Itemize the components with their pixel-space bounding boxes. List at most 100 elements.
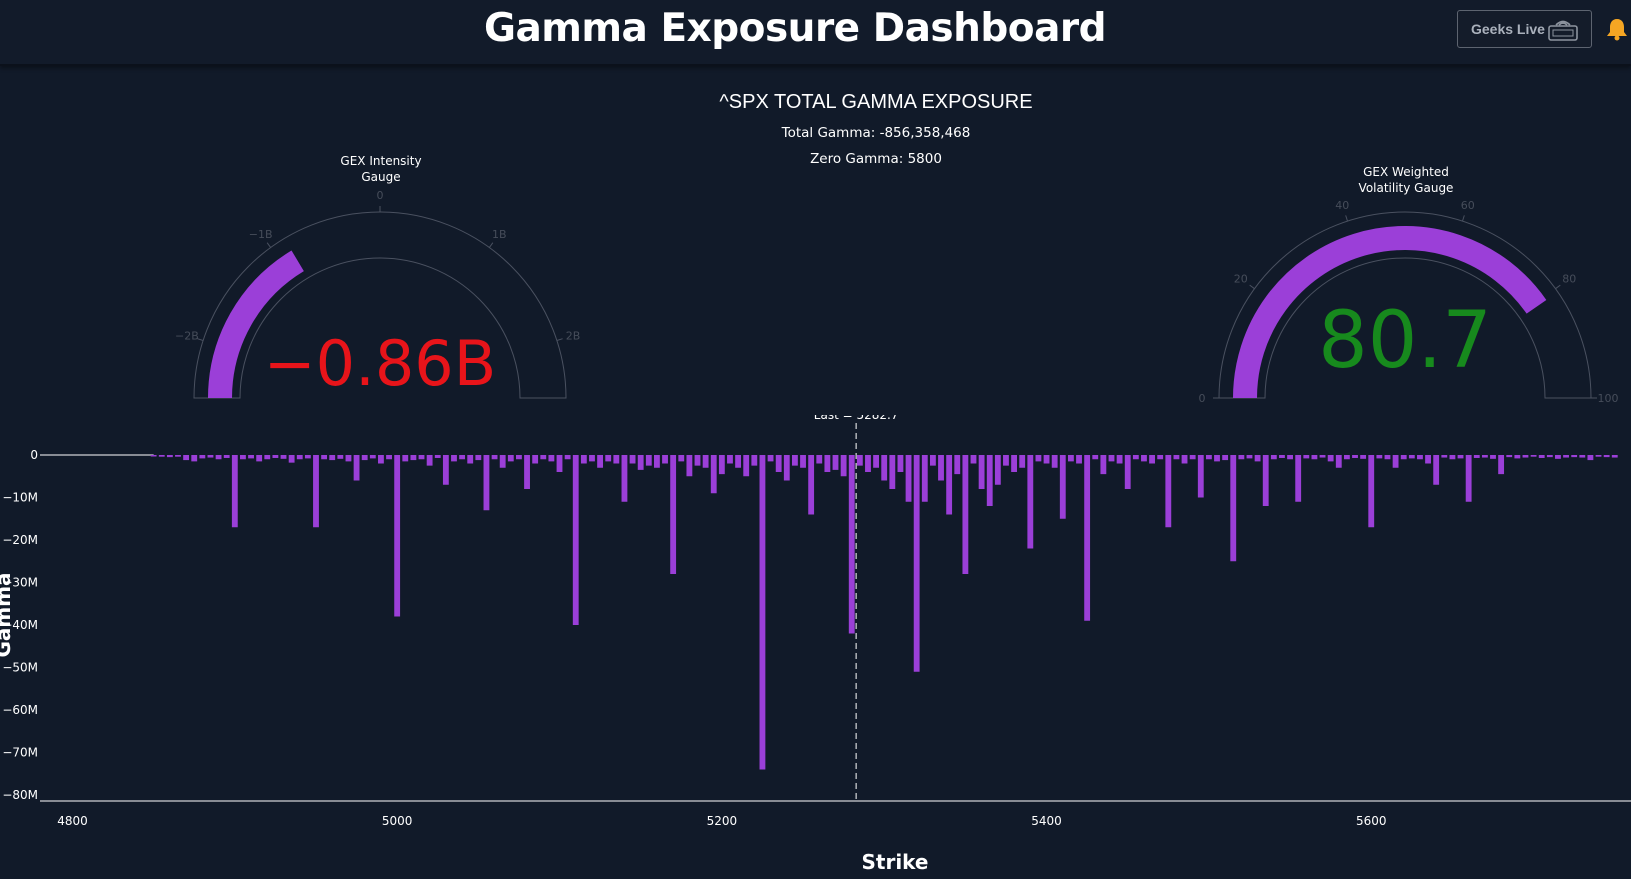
gamma-bar (978, 455, 985, 489)
gamma-bar (1035, 455, 1042, 462)
gamma-bar (654, 455, 660, 468)
gamma-bar (1043, 455, 1050, 464)
gamma-bar (767, 455, 774, 462)
gamma-bar (564, 455, 571, 460)
gamma-bar (1295, 455, 1302, 502)
gamma-bar (1003, 455, 1009, 466)
gamma-bar (321, 455, 328, 460)
volatility-gauge-tick-mark (1462, 215, 1465, 222)
gamma-bar (743, 455, 750, 477)
gamma-bar (791, 455, 798, 466)
volatility-gauge-tick-label: 60 (1461, 199, 1475, 212)
gamma-bar (1392, 455, 1399, 468)
gamma-bar (670, 455, 677, 574)
gamma-bar (1546, 455, 1553, 458)
gamma-bar (540, 455, 547, 460)
gamma-bar (386, 455, 392, 460)
intensity-gauge-tick-label: −2B (175, 329, 199, 342)
gamma-bar (223, 455, 230, 458)
gamma-bar (353, 455, 360, 481)
gamma-bar (848, 455, 855, 634)
gamma-bar (426, 455, 433, 466)
gamma-bar (1522, 455, 1529, 458)
gamma-bar (1579, 455, 1586, 458)
gamma-bar (1498, 455, 1505, 475)
gamma-bar (410, 455, 417, 461)
gamma-bar (1084, 455, 1091, 621)
gamma-bar (475, 455, 482, 461)
intensity-gauge-value-bar (208, 250, 305, 399)
gamma-bar (637, 455, 644, 470)
y-tick-label: −70M (2, 746, 38, 760)
gamma-bar (1067, 455, 1074, 462)
gamma-bar (800, 455, 806, 468)
gamma-bar (1303, 455, 1310, 459)
gamma-bar (621, 455, 628, 502)
gamma-bar (1335, 455, 1342, 468)
gamma-bar (913, 455, 920, 672)
live-broadcast-icon (1547, 16, 1579, 46)
gamma-bar (572, 455, 579, 625)
gamma-bar (856, 455, 863, 466)
gamma-bar (962, 455, 969, 574)
gamma-bar (1417, 455, 1423, 460)
gamma-bar (361, 455, 368, 461)
gamma-bar (1441, 455, 1448, 458)
gamma-bar (304, 455, 311, 459)
gamma-bar (1076, 455, 1082, 464)
gamma-bar (1279, 455, 1285, 458)
intensity-gauge: −2B −1B 0 1B 2B −0.86B (175, 189, 581, 400)
chart-title: ^SPX TOTAL GAMMA EXPOSURE (719, 91, 1033, 113)
gamma-bar (1319, 455, 1326, 458)
intensity-gauge-tick-mark (197, 338, 204, 341)
gamma-bar (759, 455, 766, 770)
gamma-bar (1238, 455, 1245, 460)
gamma-bar (1222, 455, 1229, 461)
geeks-live-button[interactable]: Geeks Live (1457, 10, 1592, 48)
gamma-bar (280, 455, 287, 459)
gamma-bar (1100, 455, 1107, 475)
gamma-bar (524, 455, 530, 489)
gamma-bar (1400, 455, 1407, 460)
gamma-bar (183, 455, 190, 461)
y-tick-label: −60M (2, 703, 38, 717)
gamma-bar (240, 455, 246, 460)
gamma-bar (702, 455, 709, 468)
gamma-bar (556, 455, 563, 472)
volatility-gauge-value: 80.7 (1318, 296, 1492, 386)
intensity-gauge-tick-mark (556, 338, 563, 341)
gamma-bar (1352, 455, 1358, 458)
top-navigation-bar: Gamma Exposure Dashboard Geeks Live (0, 0, 1631, 66)
x-axis-title: Strike (861, 850, 929, 874)
gamma-bar (1563, 455, 1569, 458)
gamma-bar (775, 455, 782, 472)
gamma-bar (1181, 455, 1188, 464)
gamma-bar (1473, 455, 1480, 458)
gamma-bar (1360, 455, 1367, 459)
gamma-bar (1205, 455, 1212, 460)
gamma-bar (597, 455, 604, 468)
gamma-bar (1538, 455, 1545, 458)
geeks-live-label: Geeks Live (1471, 21, 1545, 37)
gamma-bar (1262, 455, 1269, 506)
gamma-bar (1433, 455, 1440, 485)
gamma-bar (678, 455, 685, 462)
intensity-gauge-tick-label: 2B (566, 329, 581, 342)
volatility-gauge-tick-label: 100 (1598, 392, 1619, 405)
gamma-bar (442, 455, 449, 485)
x-tick-label: 5000 (382, 814, 413, 825)
intensity-gauge-tick-label: −1B (249, 228, 273, 241)
bell-icon[interactable] (1606, 17, 1628, 45)
gamma-bar (288, 455, 295, 463)
gamma-bar (264, 455, 271, 460)
gamma-bar (1514, 455, 1521, 459)
volatility-gauge-tick-mark (1555, 284, 1561, 290)
gamma-bar (394, 455, 401, 617)
gamma-bar (1490, 455, 1496, 459)
gamma-bar (1246, 455, 1253, 459)
gamma-bar (1368, 455, 1375, 528)
gamma-bar (313, 455, 319, 528)
gamma-bar (548, 455, 555, 462)
gamma-bar (986, 455, 993, 506)
